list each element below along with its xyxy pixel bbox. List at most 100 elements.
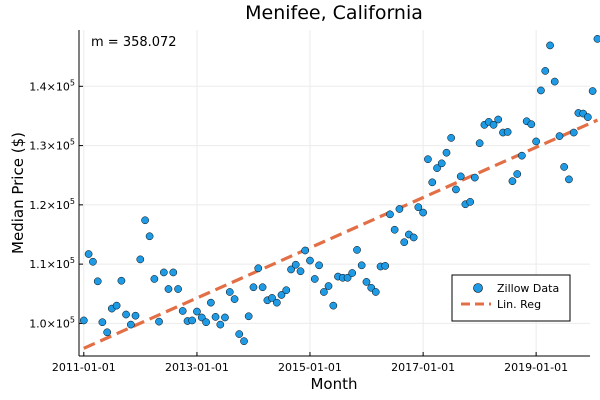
data-point <box>513 170 522 178</box>
x-tick-label: 2015-01-01 <box>278 361 342 374</box>
slope-annotation: m = 358.072 <box>91 35 177 50</box>
x-axis-ticks: 2011-01-01 2013-01-01 2015-01-01 2017-01-01… <box>52 352 568 374</box>
legend: Zillow Data Lin. Reg <box>451 274 571 322</box>
data-point <box>489 120 498 129</box>
data-point <box>221 313 229 322</box>
data-point <box>291 260 300 269</box>
data-point <box>188 316 197 325</box>
x-tick-label: 2011-01-01 <box>52 361 116 374</box>
data-point <box>470 173 479 182</box>
legend-label-line: Lin. Reg <box>497 298 541 311</box>
data-point <box>475 139 484 148</box>
data-point <box>550 77 559 86</box>
scatter-series <box>79 35 600 346</box>
data-point <box>565 175 573 184</box>
data-point <box>268 294 276 302</box>
data-point <box>159 268 168 277</box>
data-point <box>329 301 338 310</box>
data-point <box>258 283 267 292</box>
data-point <box>569 128 578 137</box>
data-point <box>466 198 475 206</box>
data-point <box>593 35 600 43</box>
data-point <box>93 277 102 286</box>
y-tick-label: 1.1×105 <box>29 256 75 271</box>
data-point <box>84 250 93 258</box>
x-tick-label: 2017-01-01 <box>391 361 455 374</box>
data-point <box>541 67 550 75</box>
data-point <box>301 246 310 255</box>
data-point <box>386 210 394 219</box>
legend-marker-points <box>473 283 483 293</box>
data-point <box>127 320 135 329</box>
axes <box>78 30 590 357</box>
data-point <box>122 310 130 319</box>
data-point <box>583 113 592 121</box>
data-point <box>447 134 455 142</box>
data-point <box>414 203 423 212</box>
data-point <box>555 132 564 140</box>
data-point <box>117 276 126 285</box>
data-point <box>527 120 536 129</box>
y-axis-label: Median Price ($) <box>9 132 27 254</box>
data-point <box>324 282 333 290</box>
data-point <box>282 286 291 295</box>
data-point <box>400 238 409 247</box>
data-point <box>437 159 446 168</box>
data-point <box>371 288 380 296</box>
data-point <box>98 318 107 327</box>
data-point <box>193 307 201 316</box>
legend-label-points: Zillow Data <box>497 282 559 295</box>
data-point <box>277 291 286 299</box>
data-point <box>150 275 159 283</box>
data-point <box>211 313 220 321</box>
data-point <box>456 172 465 181</box>
data-point <box>424 155 432 164</box>
data-point <box>348 269 357 277</box>
data-point <box>306 256 314 265</box>
legend-box <box>451 274 571 322</box>
data-point <box>296 267 305 276</box>
data-point <box>494 115 503 124</box>
data-point <box>508 177 517 185</box>
data-point <box>537 86 545 95</box>
y-tick-label: 1.3×105 <box>29 138 75 153</box>
x-axis-label: Month <box>310 375 357 393</box>
y-tick-label: 1.0×105 <box>29 315 75 330</box>
data-point <box>320 288 328 296</box>
grid <box>79 30 590 356</box>
regression-line <box>83 118 599 350</box>
data-point <box>503 128 512 136</box>
data-point <box>452 185 460 194</box>
regression-series <box>83 118 599 350</box>
data-point <box>89 257 97 266</box>
data-point <box>249 283 258 292</box>
data-point <box>362 278 371 286</box>
data-point <box>207 298 215 307</box>
data-point <box>357 261 366 270</box>
data-point <box>409 233 418 242</box>
data-point <box>518 151 526 160</box>
data-point <box>343 273 352 282</box>
data-point <box>287 265 295 274</box>
data-point <box>169 268 178 277</box>
data-point <box>131 311 140 320</box>
y-tick-label: 1.4×105 <box>29 78 75 93</box>
data-point <box>230 295 239 303</box>
data-point <box>103 328 112 337</box>
data-point <box>112 301 121 310</box>
data-point <box>532 137 540 146</box>
data-point <box>310 275 319 283</box>
data-point <box>381 262 390 270</box>
data-point <box>197 313 206 322</box>
data-point <box>216 320 225 329</box>
data-point <box>79 316 88 325</box>
data-point <box>155 317 163 326</box>
data-point <box>442 148 451 157</box>
data-point <box>390 225 399 234</box>
data-point <box>174 285 182 293</box>
data-point <box>560 163 568 171</box>
data-point <box>353 246 361 254</box>
data-point <box>419 208 427 217</box>
data-point <box>315 261 323 270</box>
